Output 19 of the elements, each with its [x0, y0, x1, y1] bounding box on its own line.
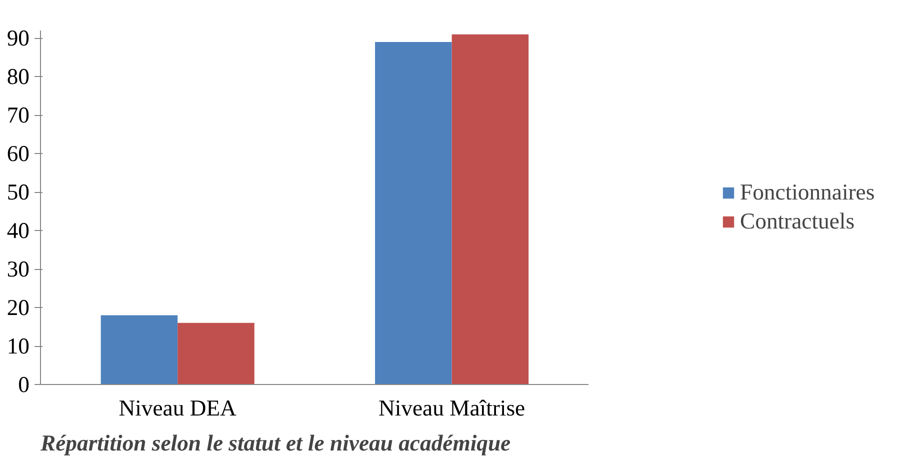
text: Répartition selon le statut et le niveau académique: [40, 430, 511, 456]
x-tick-label: Niveau Maîtrise: [378, 396, 526, 420]
y-tick-label: 90: [6, 26, 30, 51]
y-tick-label: 50: [6, 180, 30, 205]
y-tick-label: 10: [6, 334, 30, 359]
legend-label: Contractuels: [740, 208, 856, 234]
y-tick-label: 40: [6, 218, 30, 244]
bar: [178, 322, 254, 384]
x-tick-label: Niveau DEA: [118, 396, 238, 420]
bar: [100, 315, 178, 384]
legend-label: Fonctionnaires: [740, 180, 876, 206]
y-tick-label: 70: [6, 102, 30, 128]
y-tick-label: 60: [6, 141, 30, 166]
y-tick-label: 30: [6, 256, 30, 282]
y-tick-label: 0: [18, 372, 30, 397]
bar: [375, 42, 452, 384]
y-tick-label: 80: [6, 64, 30, 90]
y-tick-label: 20: [6, 295, 30, 320]
bar: [452, 34, 529, 384]
